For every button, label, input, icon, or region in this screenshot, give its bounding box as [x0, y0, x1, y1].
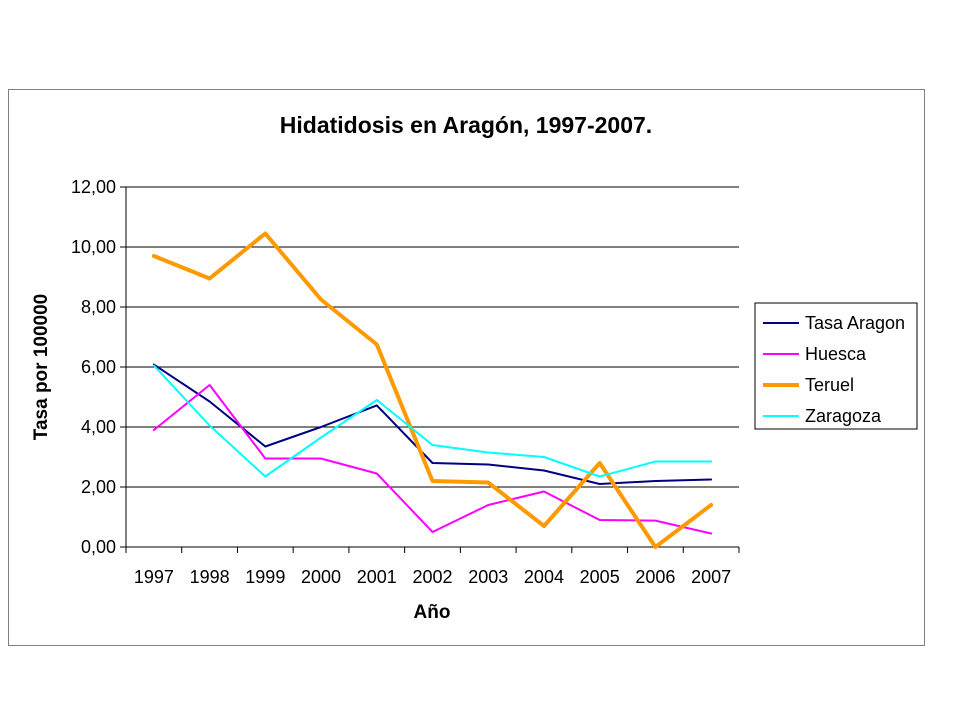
- legend-label: Zaragoza: [805, 406, 882, 426]
- legend: Tasa Aragon Huesca Teruel Zaragoza: [754, 302, 918, 430]
- y-tick-label: 6,00: [81, 357, 116, 377]
- y-tick-label: 10,00: [71, 237, 116, 257]
- y-tick-label: 12,00: [71, 177, 116, 197]
- gridlines: [126, 186, 739, 488]
- legend-label: Huesca: [805, 344, 867, 364]
- legend-label: Tasa Aragon: [805, 313, 905, 333]
- x-tick-label: 2007: [691, 567, 731, 587]
- x-tick-label: 2002: [412, 567, 452, 587]
- y-tick-label: 2,00: [81, 477, 116, 497]
- chart-title: Hidatidosis en Aragón, 1997-2007.: [280, 112, 652, 138]
- x-tick-label: 1999: [245, 567, 285, 587]
- y-tick-label: 4,00: [81, 417, 116, 437]
- chart-frame: Hidatidosis en Aragón, 1997-2007. 0,00 2,…: [8, 89, 925, 646]
- y-tick-label: 0,00: [81, 537, 116, 557]
- x-tick-label: 2006: [635, 567, 675, 587]
- y-tick-label: 8,00: [81, 297, 116, 317]
- y-axis-title: Tasa por 100000: [31, 294, 52, 440]
- x-axis-title: Año: [414, 602, 451, 623]
- legend-label: Teruel: [805, 375, 854, 395]
- line-chart: Hidatidosis en Aragón, 1997-2007. 0,00 2,…: [31, 112, 918, 623]
- x-tick-label: 2000: [301, 567, 341, 587]
- axes: [120, 186, 740, 553]
- series-lines: [151, 231, 714, 549]
- x-tick-label: 2005: [580, 567, 620, 587]
- x-tick-label: 1998: [190, 567, 230, 587]
- series-line-huesca: [152, 384, 713, 535]
- x-tick-label: 2004: [524, 567, 564, 587]
- series-line-tasa-aragon: [152, 363, 713, 485]
- series-line-zaragoza: [152, 364, 713, 478]
- x-tick-label: 2001: [357, 567, 397, 587]
- y-tick-labels: 0,00 2,00 4,00 6,00 8,00 10,00 12,00: [71, 177, 116, 557]
- x-tick-label: 2003: [468, 567, 508, 587]
- series-line-teruel: [151, 231, 714, 549]
- x-tick-labels: 1997 1998 1999 2000 2001 2002 2003 2004 2005 2006…: [134, 567, 731, 587]
- x-tick-label: 1997: [134, 567, 174, 587]
- legend-box: [754, 302, 918, 430]
